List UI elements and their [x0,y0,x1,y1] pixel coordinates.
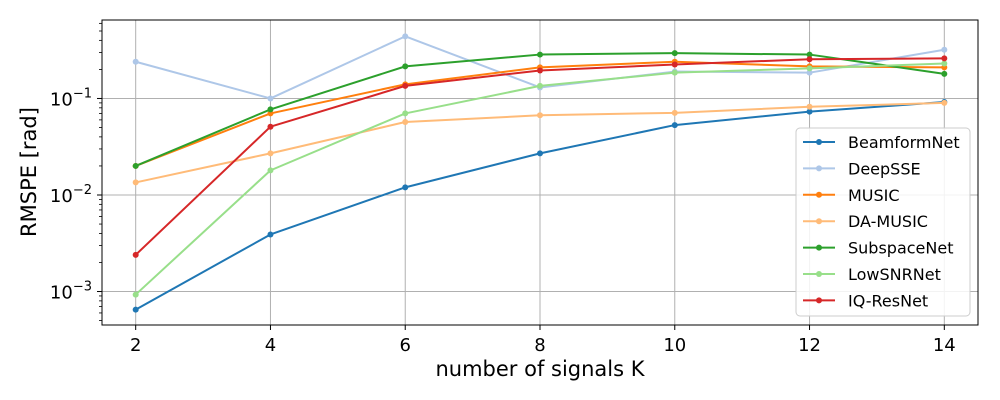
data-point [671,50,678,57]
x-tick-label: 10 [663,335,686,356]
data-point [806,103,813,110]
legend-swatch-marker [816,244,822,251]
data-point [402,63,409,70]
x-tick-label: 6 [400,335,411,356]
y-tick-label: 10−1 [50,86,92,110]
x-tick-label: 2 [130,335,141,356]
data-point [132,306,139,313]
data-point [132,251,139,258]
data-point [267,106,274,113]
data-point [267,167,274,174]
data-point [537,82,543,89]
data-point [267,95,274,102]
data-point [402,82,409,89]
data-point [671,109,678,116]
data-point [537,112,543,119]
series-lines [132,33,948,313]
legend-swatch-marker [816,271,822,277]
axis-ticks: 2 4 6 8 10 12 14 10−3 10−2 10−1 [50,22,956,356]
data-point [806,108,813,115]
data-point [132,179,139,186]
data-point [537,67,543,74]
data-point [671,61,678,68]
data-point [806,56,813,63]
data-point [132,58,139,65]
data-point [267,123,274,130]
legend-box [795,127,971,317]
legend-label: SubspaceNet [848,239,953,258]
legend-label: IQ-ResNet [848,291,928,310]
x-tick-label: 14 [933,335,956,356]
legend-label: DeepSSE [848,159,921,178]
data-point [537,150,543,157]
data-point [267,231,274,238]
data-point [806,69,813,76]
legend-swatch-marker [816,139,822,145]
data-point [402,119,409,126]
data-point [402,110,409,117]
data-point [671,122,678,129]
legend-swatch-marker [816,297,822,304]
data-point [402,184,409,191]
y-axis-label: RMSPE [rad] [17,107,41,237]
data-point [402,33,409,40]
data-point [537,51,543,58]
legend: BeamformNet DeepSSE MUSIC DA-MUSIC SubspaceN… [795,127,971,317]
legend-label: DA-MUSIC [848,212,928,231]
data-point [806,51,813,58]
legend-label: LowSNRNet [848,265,941,284]
x-tick-label: 12 [798,335,821,356]
data-point [806,65,813,72]
data-point [941,99,948,106]
x-axis-label: number of signals K [435,357,645,381]
y-tick-label: 10−2 [50,183,92,207]
y-tick-label: 10−3 [50,280,92,304]
legend-swatch-marker [816,191,822,198]
data-point [671,69,678,76]
data-point [941,46,948,53]
data-point [132,162,139,169]
data-point [132,291,139,298]
x-tick-label: 8 [534,335,545,356]
data-point [941,55,948,62]
legend-swatch-marker [816,165,822,172]
x-tick-label: 4 [265,335,276,356]
legend-label: BeamformNet [848,133,960,152]
data-point [941,60,948,67]
legend-swatch-marker [816,218,822,225]
data-point [267,150,274,157]
legend-label: MUSIC [848,186,900,205]
data-point [941,70,948,77]
